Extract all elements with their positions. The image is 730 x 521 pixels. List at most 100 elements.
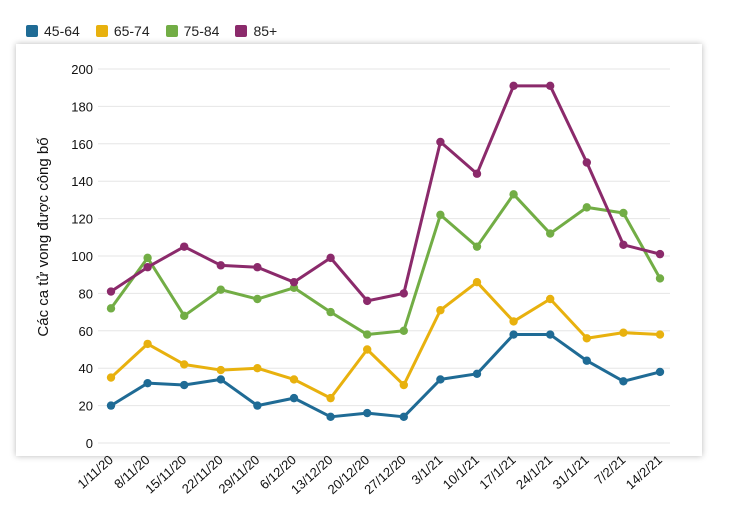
data-point-45-64[interactable]: [253, 401, 262, 410]
data-point-75-84[interactable]: [106, 304, 116, 313]
data-point-45-64[interactable]: [106, 401, 116, 410]
legend-swatch-45-64: [26, 25, 38, 37]
data-point-65-74[interactable]: [363, 345, 372, 354]
data-point-75-84[interactable]: [326, 307, 335, 317]
data-point-85+[interactable]: [216, 261, 225, 270]
data-point-45-64[interactable]: [619, 377, 628, 386]
data-point-65-74[interactable]: [619, 328, 628, 337]
data-point-65-74[interactable]: [472, 277, 482, 287]
data-point-85+[interactable]: [436, 137, 445, 147]
y-tick-label-160: 160: [71, 137, 93, 152]
series-65-74: [106, 277, 665, 403]
data-point-65-74[interactable]: [180, 360, 189, 369]
x-tick-label: 24/1/21: [513, 452, 555, 492]
series-line-45-64: [109, 333, 662, 419]
data-point-85+[interactable]: [399, 289, 408, 298]
y-tick-label-140: 140: [71, 174, 93, 189]
data-point-65-74[interactable]: [106, 373, 116, 382]
data-point-75-84[interactable]: [619, 208, 628, 218]
legend-label-45-64: 45-64: [44, 23, 80, 39]
data-point-65-74[interactable]: [509, 317, 518, 326]
legend-swatch-65-74: [95, 25, 108, 37]
data-point-75-84[interactable]: [143, 253, 152, 263]
data-point-85+[interactable]: [143, 263, 152, 272]
data-point-65-74[interactable]: [399, 380, 408, 390]
data-point-85+[interactable]: [509, 81, 518, 91]
data-point-85+[interactable]: [582, 158, 591, 167]
data-point-85+[interactable]: [619, 240, 628, 249]
data-point-65-74[interactable]: [326, 393, 335, 403]
series-lines: [106, 81, 665, 422]
data-point-45-64[interactable]: [546, 330, 555, 339]
data-point-85+[interactable]: [363, 296, 372, 306]
plot-panel: [16, 44, 702, 456]
data-point-65-74[interactable]: [216, 365, 225, 375]
data-point-45-64[interactable]: [509, 330, 518, 339]
data-point-45-64[interactable]: [216, 375, 225, 384]
data-point-75-84[interactable]: [253, 294, 262, 304]
data-point-85+[interactable]: [546, 81, 555, 91]
data-point-45-64[interactable]: [180, 380, 189, 390]
y-tick-label-180: 180: [71, 99, 93, 114]
legend-item-65-74[interactable]: 65-74: [95, 23, 150, 39]
data-point-75-84[interactable]: [472, 242, 482, 251]
data-point-75-84[interactable]: [655, 274, 665, 283]
data-point-45-64[interactable]: [472, 369, 482, 379]
grid-lines: [98, 68, 670, 444]
legend-item-85-plus[interactable]: 85+: [235, 23, 277, 39]
data-point-65-74[interactable]: [582, 334, 591, 343]
data-point-75-84[interactable]: [180, 311, 189, 321]
data-point-65-74[interactable]: [253, 364, 262, 373]
data-point-75-84[interactable]: [363, 330, 372, 339]
data-point-45-64[interactable]: [582, 356, 591, 365]
data-point-75-84[interactable]: [436, 210, 445, 220]
data-point-65-74[interactable]: [546, 294, 555, 304]
legend: 45-64 65-74 75-84 85+: [26, 19, 293, 43]
y-tick-label-0: 0: [86, 436, 93, 451]
data-point-65-74[interactable]: [655, 330, 665, 339]
series-45-64: [106, 330, 665, 422]
legend-item-75-84[interactable]: 75-84: [165, 23, 220, 39]
y-tick-label-120: 120: [71, 212, 93, 227]
legend-label-75-84: 75-84: [183, 23, 220, 39]
data-point-75-84[interactable]: [546, 229, 555, 238]
data-point-45-64[interactable]: [399, 412, 408, 422]
y-axis-label: Các ca tử vong được công bố: [35, 137, 52, 337]
data-point-75-84[interactable]: [399, 326, 408, 335]
x-tick-label: 1/11/20: [74, 452, 116, 492]
series-line-65-74: [109, 280, 662, 400]
legend-swatch-75-84: [165, 25, 178, 37]
data-point-45-64[interactable]: [363, 408, 372, 418]
y-tick-label-200: 200: [71, 62, 93, 77]
data-point-45-64[interactable]: [436, 375, 445, 384]
legend-label-85-plus: 85+: [253, 23, 278, 39]
x-tick-label: 14/2/21: [623, 452, 665, 492]
data-point-85+[interactable]: [326, 253, 335, 263]
data-point-45-64[interactable]: [289, 393, 299, 403]
data-point-85+[interactable]: [253, 263, 262, 272]
series-line-85+: [109, 84, 662, 303]
data-point-45-64[interactable]: [655, 367, 665, 377]
data-point-65-74[interactable]: [436, 306, 445, 315]
y-tick-label-20: 20: [79, 399, 93, 414]
data-point-85+[interactable]: [180, 242, 189, 251]
legend-label-65-74: 65-74: [113, 23, 150, 39]
data-point-85+[interactable]: [472, 169, 482, 178]
data-point-75-84[interactable]: [216, 285, 225, 294]
x-tick-labels: 1/11/208/11/2015/11/2022/11/2029/11/206/…: [74, 452, 665, 497]
series-85+: [106, 81, 665, 306]
legend-item-45-64[interactable]: 45-64: [26, 23, 80, 39]
data-point-85+[interactable]: [289, 277, 299, 287]
data-point-75-84[interactable]: [582, 203, 591, 212]
data-point-45-64[interactable]: [326, 412, 335, 422]
x-tick-label: 17/1/21: [476, 452, 518, 492]
x-tick-label: 29/11/20: [215, 452, 262, 496]
data-point-65-74[interactable]: [289, 375, 299, 384]
data-point-75-84[interactable]: [509, 190, 518, 199]
data-point-85+[interactable]: [655, 249, 665, 259]
data-point-85+[interactable]: [106, 287, 116, 296]
data-point-65-74[interactable]: [143, 339, 152, 349]
data-point-45-64[interactable]: [143, 378, 152, 388]
